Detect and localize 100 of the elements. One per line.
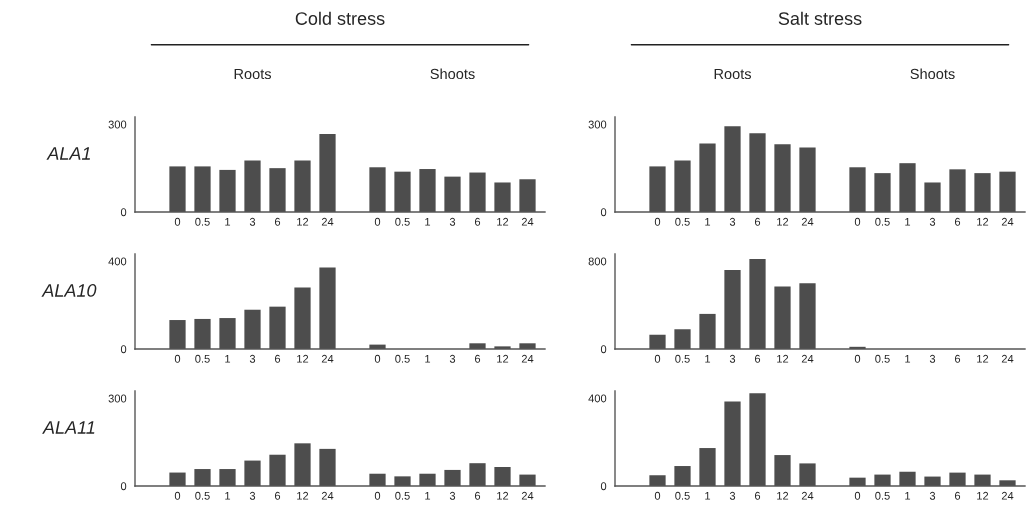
y-tick-label: 0 [600,482,607,491]
x-tick-label: 0.5 [195,491,210,500]
x-tick-label: 12 [497,217,509,226]
x-tick-label: 1 [705,354,711,363]
chart-title: Salt stress [778,11,862,25]
x-tick-label: 0.5 [675,354,690,363]
x-tick-label: 12 [977,217,989,226]
x-tick-label: 0.5 [395,217,410,226]
x-tick-label: 3 [729,354,736,363]
x-tick-label: 0 [854,491,861,500]
x-tick-label: 0 [654,217,661,226]
x-tick-label: 3 [449,217,456,226]
x-tick-label: 12 [777,217,789,226]
x-tick-label: 0.5 [395,491,410,500]
x-tick-label: 3 [249,354,256,363]
x-tick-label: 3 [249,217,256,226]
x-tick-label: 3 [249,491,256,500]
x-tick-label: 3 [729,491,736,500]
x-tick-label: 0.5 [875,217,890,226]
x-tick-label: 0 [174,354,181,363]
text: Shoots [430,68,475,80]
y-tick-label: 0 [120,345,127,354]
x-tick-label: 24 [801,491,814,500]
x-tick-label: 0.5 [675,491,690,500]
x-tick-label: 24 [321,217,334,226]
x-tick-label: 6 [274,354,281,363]
x-tick-label: 6 [474,217,481,226]
y-axis-title: ALA10 [41,284,97,297]
x-tick-label: 0.5 [195,217,210,226]
x-tick-label: 12 [497,491,509,500]
x-tick-label: 6 [954,217,961,226]
x-tick-label: 0 [374,217,381,226]
chart-title: Cold stress [295,11,385,25]
x-tick-label: 3 [729,217,736,226]
x-tick-label: 12 [777,491,789,500]
x-tick-label: 1 [225,354,231,363]
y-tick-label: 400 [588,394,607,403]
x-tick-label: 24 [521,491,534,500]
x-tick-label: 0 [374,354,381,363]
x-tick-label: 0 [654,354,661,363]
x-tick-label: 1 [425,217,431,226]
y-tick-label: 0 [600,208,607,217]
x-tick-label: 12 [297,354,309,363]
x-tick-label: 3 [929,354,936,363]
x-tick-label: 12 [977,491,989,500]
text: Roots [234,68,272,80]
x-tick-label: 3 [929,217,936,226]
x-tick-label: 24 [801,354,814,363]
x-tick-label: 1 [425,491,431,500]
x-tick-label: 12 [977,354,989,363]
x-tick-label: 3 [449,491,456,500]
x-tick-label: 24 [321,491,334,500]
x-tick-label: 24 [801,217,814,226]
x-tick-label: 6 [754,217,761,226]
x-tick-label: 0 [174,217,181,226]
x-tick-label: 24 [1001,491,1014,500]
x-tick-label: 0 [654,491,661,500]
x-tick-label: 1 [905,491,911,500]
x-tick-label: 1 [905,217,911,226]
x-tick-label: 1 [905,354,911,363]
x-tick-label: 0 [174,491,181,500]
x-tick-label: 0 [854,217,861,226]
y-tick-label: 300 [588,120,607,129]
text: Shoots [910,68,955,80]
x-tick-label: 1 [225,491,231,500]
x-tick-label: 12 [297,491,309,500]
x-tick-label: 24 [521,217,534,226]
x-tick-label: 12 [497,354,509,363]
y-tick-label: 0 [120,482,127,491]
x-tick-label: 6 [274,491,281,500]
x-tick-label: 12 [297,217,309,226]
x-tick-label: 0 [854,354,861,363]
x-tick-label: 24 [1001,354,1014,363]
x-tick-label: 1 [705,491,711,500]
y-tick-label: 0 [120,208,127,217]
x-tick-label: 6 [754,354,761,363]
x-tick-label: 12 [777,354,789,363]
y-tick-label: 400 [108,257,127,266]
x-tick-label: 0.5 [875,354,890,363]
y-axis-title: ALA1 [46,147,90,160]
x-tick-label: 1 [705,217,711,226]
x-tick-label: 6 [474,354,481,363]
x-tick-label: 0 [374,491,381,500]
x-tick-label: 6 [754,491,761,500]
x-tick-label: 6 [274,217,281,226]
x-tick-label: 0.5 [195,354,210,363]
x-tick-label: 3 [449,354,456,363]
y-tick-label: 300 [108,120,127,129]
x-tick-label: 24 [521,354,534,363]
x-tick-label: 1 [425,354,431,363]
x-tick-label: 0.5 [875,491,890,500]
y-axis-title: ALA11 [42,421,95,434]
x-tick-label: 6 [474,491,481,500]
x-tick-label: 24 [1001,217,1014,226]
x-tick-label: 0.5 [675,217,690,226]
x-tick-label: 6 [954,354,961,363]
x-tick-label: 3 [929,491,936,500]
x-tick-label: 24 [321,354,334,363]
y-tick-label: 800 [588,257,607,266]
text: Roots [714,68,752,80]
